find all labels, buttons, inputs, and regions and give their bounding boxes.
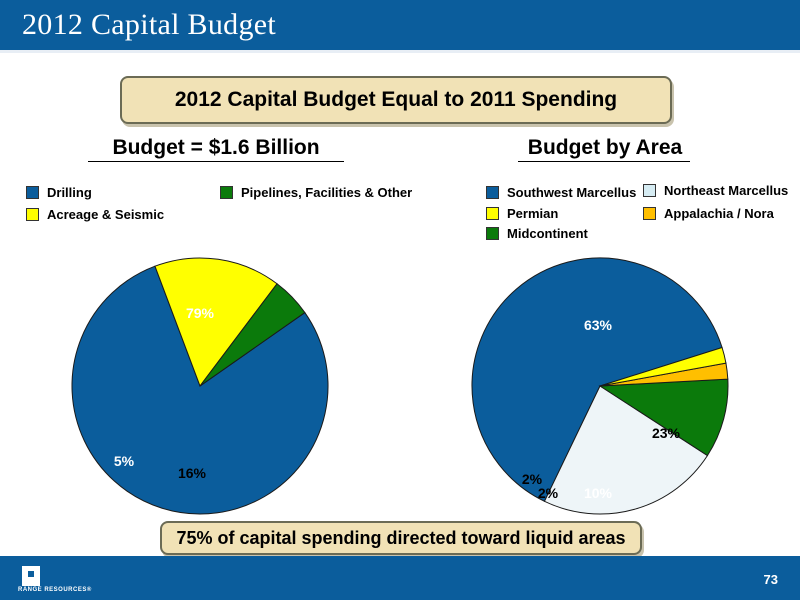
legend-item-permian: Permian xyxy=(486,204,558,222)
legend-item-pipelines: Pipelines, Facilities & Other xyxy=(220,183,412,201)
pie-label-northeast-marcellus: 23% xyxy=(652,425,681,441)
legend-label: Southwest Marcellus xyxy=(507,184,637,200)
logo-text: RANGE RESOURCES® xyxy=(18,587,92,593)
legend-label: Pipelines, Facilities & Other xyxy=(241,184,413,200)
pie-slice-southwest-marcellus xyxy=(471,257,723,503)
pie-label-drilling: 79% xyxy=(186,305,215,321)
legend-label: Drilling xyxy=(47,184,92,200)
logo-mark-icon xyxy=(22,566,40,586)
legend-item-southwest-marcellus: Southwest Marcellus xyxy=(486,183,636,201)
pie-slice-drilling xyxy=(71,265,329,515)
legend-item-midcontinent: Midcontinent xyxy=(486,224,588,242)
legend-swatch xyxy=(26,185,39,199)
legend-label: Appalachia / Nora xyxy=(664,205,774,221)
legend-swatch xyxy=(220,185,233,199)
pie-label-acreage-seismic: 16% xyxy=(178,465,207,481)
pie-label-appalachia-nora: 2% xyxy=(538,485,559,501)
pie-label-southwest-marcellus: 63% xyxy=(584,317,613,333)
pie-slice-acreage-seismic xyxy=(154,257,278,388)
legend-item-northeast-marcellus: Northeast Marcellus xyxy=(643,181,788,199)
company-logo: RANGE RESOURCES® xyxy=(18,566,91,596)
legend-swatch xyxy=(643,183,656,197)
pie-slice-midcontinent xyxy=(598,378,729,457)
pie-label-pipelines-facilities-other: 5% xyxy=(114,453,135,469)
right-title-underline xyxy=(518,161,690,162)
legend-label: Northeast Marcellus xyxy=(664,182,789,198)
pie-slice-pipelines-facilities-other xyxy=(199,283,306,387)
legend-item-appalachia-nora: Appalachia / Nora xyxy=(643,204,774,222)
legend-swatch xyxy=(26,207,39,221)
legend-swatch xyxy=(486,185,499,199)
left-title-underline xyxy=(88,161,344,162)
headline-callout: 2012 Capital Budget Equal to 2011 Spendi… xyxy=(120,76,672,124)
slide-header: 2012 Capital Budget xyxy=(0,0,800,50)
legend-item-drilling: Drilling xyxy=(26,183,92,201)
legend-swatch xyxy=(643,206,656,220)
pie-slice-northeast-marcellus xyxy=(543,385,709,515)
slide-title: 2012 Capital Budget xyxy=(22,8,277,41)
legend-label: Acreage & Seismic xyxy=(47,206,165,222)
legend-label: Midcontinent xyxy=(507,225,588,241)
left-chart-title: Budget = $1.6 Billion xyxy=(112,136,320,159)
legend-label: Permian xyxy=(507,205,559,221)
pie-slice-permian xyxy=(599,346,727,387)
slide-footer xyxy=(0,556,800,600)
footer-callout: 75% of capital spending directed toward … xyxy=(160,521,642,555)
pie-label-midcontinent: 10% xyxy=(584,485,613,501)
legend-swatch xyxy=(486,206,499,220)
page-number: 73 xyxy=(763,572,778,587)
right-chart-title: Budget by Area xyxy=(527,136,683,159)
pie-label-permian: 2% xyxy=(522,471,543,487)
legend-item-acreage: Acreage & Seismic xyxy=(26,205,164,223)
header-divider xyxy=(0,50,800,53)
legend-swatch xyxy=(486,226,499,240)
